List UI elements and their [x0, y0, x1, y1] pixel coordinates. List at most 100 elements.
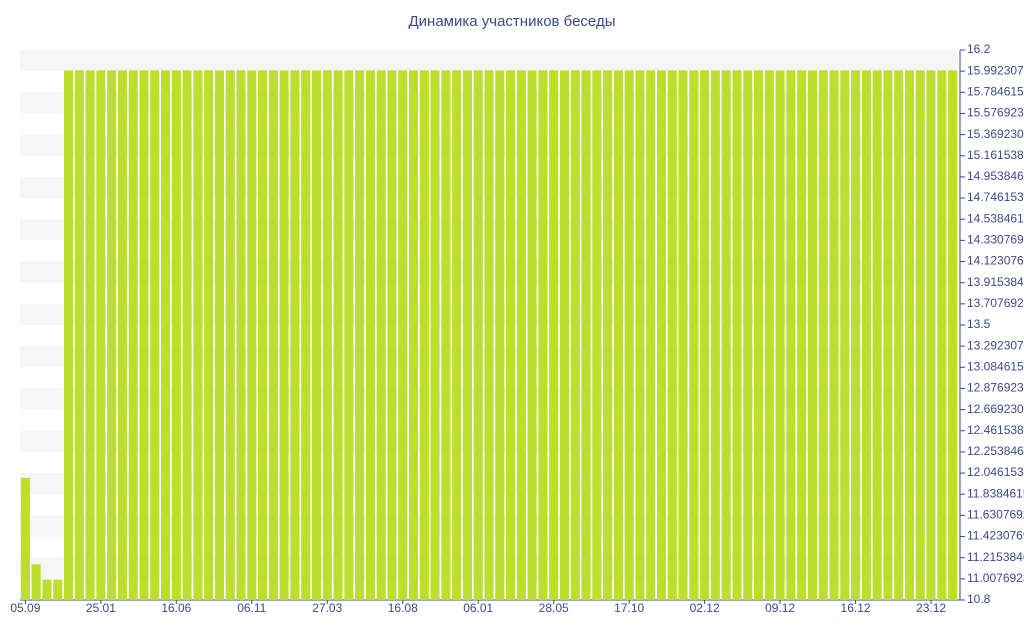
y-tick-label: 14.746153846153845	[967, 190, 1024, 204]
y-tick-label: 14.123076923076923	[967, 254, 1024, 268]
bar	[570, 70, 580, 601]
x-tick-label: 16.12	[841, 601, 871, 615]
bar	[667, 70, 677, 601]
bar	[797, 70, 807, 601]
bar	[398, 70, 408, 601]
y-tick-label: 14.330769230769231	[967, 233, 1024, 247]
bar	[495, 70, 505, 601]
bar	[376, 70, 386, 601]
bar	[333, 70, 343, 601]
bar	[721, 70, 731, 601]
bar	[247, 70, 257, 601]
y-tick-label: 13.707692307692307	[967, 296, 1024, 310]
y-tick-label: 15.36923076923077	[967, 127, 1024, 141]
y-tick-label: 13.292307692307693	[967, 338, 1024, 352]
y-tick-label: 13.5	[967, 317, 991, 331]
y-tick-label: 12.046153846153846	[967, 465, 1024, 479]
bar	[182, 70, 192, 601]
x-tick-label: 25.01	[86, 601, 116, 615]
bar	[258, 70, 268, 601]
y-tick-label: 15.784615384615385	[967, 84, 1024, 98]
bar	[301, 70, 311, 601]
bar	[53, 579, 63, 600]
bar	[462, 70, 472, 601]
bar	[818, 70, 828, 601]
bar	[365, 70, 375, 601]
grid-band	[20, 50, 958, 72]
y-tick-label: 15.576923076923077	[967, 106, 1024, 120]
x-tick-label: 06.11	[237, 601, 266, 615]
bar	[635, 70, 645, 601]
x-tick-label: 02.12	[690, 601, 720, 615]
y-tick-label: 12.669230769230769	[967, 402, 1024, 416]
bar	[538, 70, 548, 601]
bar	[225, 70, 235, 601]
y-tick-label: 11.007692307692308	[967, 571, 1024, 585]
bar	[214, 70, 224, 601]
y-tick-label: 11.63076923076923	[967, 508, 1024, 522]
x-tick-label: 28.05	[539, 601, 569, 615]
y-tick-label: 13.915384615384616	[967, 275, 1024, 289]
y-tick-label: 13.084615384615384	[967, 359, 1024, 373]
bar	[85, 70, 95, 601]
bar	[700, 70, 710, 601]
y-tick-label: 11.838461538461537	[967, 486, 1024, 500]
bar	[279, 70, 289, 601]
bar	[851, 70, 861, 601]
bar	[743, 70, 753, 601]
bar	[74, 70, 84, 601]
bar	[904, 70, 915, 601]
bar	[786, 70, 796, 601]
bar	[139, 70, 149, 601]
bar	[452, 70, 462, 601]
bar	[204, 70, 214, 601]
x-tick-label: 16.06	[161, 601, 191, 615]
y-tick-label: 14.538461538461538	[967, 211, 1024, 225]
bar	[387, 70, 397, 601]
bar	[473, 70, 483, 601]
chart-title: Динамика участников беседы	[409, 13, 616, 30]
bar	[948, 70, 958, 601]
bar	[937, 70, 947, 601]
bar	[840, 70, 850, 601]
bar	[549, 70, 559, 601]
y-tick-label: 15.992307692307692	[967, 63, 1024, 77]
x-tick-label: 23.12	[916, 601, 946, 615]
bar	[861, 70, 871, 601]
y-tick-label: 15.161538461538461	[967, 148, 1024, 162]
bar	[646, 70, 656, 601]
bar	[764, 70, 774, 601]
bar	[322, 70, 332, 601]
bar	[894, 70, 904, 601]
y-tick-label: 11.423076923076923	[967, 529, 1024, 543]
bar	[678, 70, 688, 601]
bar	[31, 564, 41, 600]
bar	[754, 70, 764, 601]
bar	[581, 70, 591, 601]
bar	[42, 579, 52, 600]
bar	[419, 70, 429, 601]
bar	[171, 70, 181, 601]
bar	[128, 70, 138, 601]
bar	[193, 70, 203, 601]
bar	[161, 70, 171, 601]
y-tick-label: 12.461538461538462	[967, 423, 1024, 437]
bar	[559, 70, 569, 601]
bar	[732, 70, 742, 601]
bar	[107, 70, 117, 601]
bar	[710, 70, 720, 601]
bar	[872, 70, 882, 601]
bar	[236, 70, 246, 601]
bar	[268, 70, 278, 601]
bar	[290, 70, 300, 601]
bar	[96, 70, 106, 601]
bar	[409, 70, 419, 601]
bar	[63, 70, 74, 601]
x-tick-label: 06.01	[463, 601, 493, 615]
y-tick-label: 16.2	[967, 42, 991, 56]
y-tick-label: 10.8	[967, 592, 991, 606]
y-tick-label: 14.953846153846154	[967, 169, 1024, 183]
bar	[527, 70, 537, 601]
x-tick-label: 09.12	[765, 601, 795, 615]
